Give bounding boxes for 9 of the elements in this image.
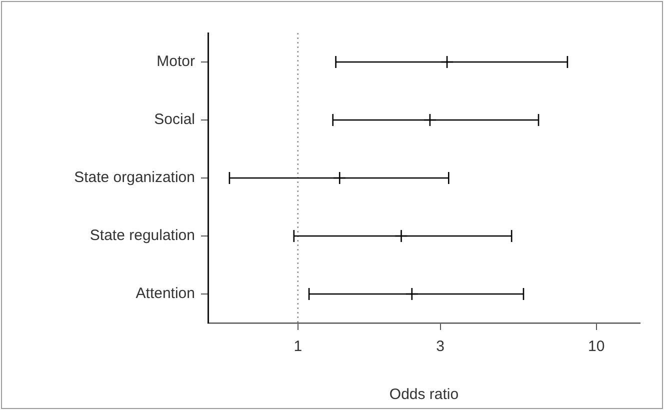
x-tick-label: 1 — [294, 338, 302, 356]
x-axis-title: Odds ratio — [389, 386, 459, 404]
x-tick-label: 10 — [588, 338, 605, 356]
y-tick-label: Attention — [136, 285, 195, 302]
x-tick-label: 3 — [436, 338, 444, 356]
y-tick-label: Motor — [156, 53, 196, 70]
y-tick-label: State regulation — [90, 227, 195, 244]
y-tick-label: State organization — [74, 169, 195, 186]
y-tick-label: Social — [154, 111, 195, 128]
